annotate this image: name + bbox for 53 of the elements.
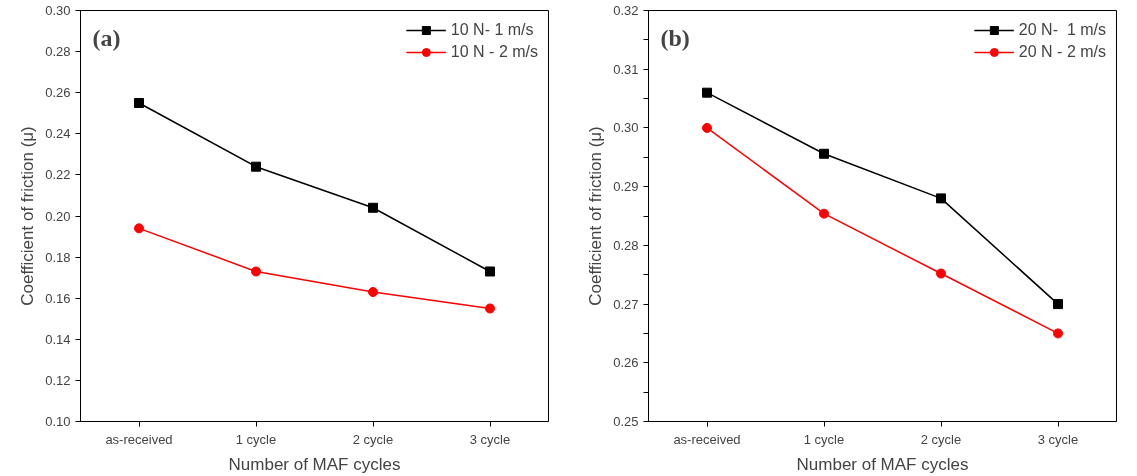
point: [134, 223, 144, 234]
x-tick-label: 3 cycle: [1037, 431, 1079, 447]
point: [702, 122, 712, 133]
y-tick-label: 0.28: [45, 44, 71, 60]
legend-label: 10 N - 2 m/s: [450, 43, 538, 61]
legend-label: 10 N- 1 m/s: [450, 21, 534, 39]
point: [1053, 299, 1063, 310]
legend-label: 20 N - 2 m/s: [1018, 43, 1106, 61]
x-tick-label: 3 cycle: [469, 431, 511, 447]
point: [485, 266, 495, 277]
y-tick-label: 0.25: [613, 414, 639, 429]
y-tick-label: 0.20: [45, 208, 71, 224]
point: [702, 87, 712, 98]
y-tick-label: 0.12: [45, 372, 71, 388]
y-tick-label: 0.29: [613, 179, 639, 195]
y-tick-label: 0.14: [45, 331, 71, 347]
y-axis-title: Coefficient of friction (μ): [586, 126, 606, 306]
point: [819, 148, 829, 159]
point: [819, 208, 829, 219]
point: [1053, 328, 1063, 339]
x-axis-title: Number of MAF cycles: [796, 454, 969, 474]
y-tick-label: 0.30: [613, 120, 639, 136]
y-tick-label: 0.10: [45, 414, 71, 429]
y-tick-label: 0.22: [45, 167, 71, 183]
y-tick-label: 0.27: [613, 296, 639, 312]
x-tick-label: 2 cycle: [920, 431, 962, 447]
point: [936, 268, 946, 279]
annotation: (a): [92, 24, 121, 51]
y-axis-title: Coefficient of friction (μ): [18, 126, 38, 306]
x-axis-title: Number of MAF cycles: [228, 454, 401, 474]
y-tick-label: 0.28: [613, 237, 639, 253]
y-tick-label: 0.24: [45, 126, 71, 142]
point: [936, 193, 946, 204]
y-tick-label: 0.16: [45, 290, 71, 306]
y-tick-label: 0.26: [45, 85, 71, 101]
y-tick-label: 0.18: [45, 249, 71, 265]
point: [368, 202, 378, 213]
x-tick-label: 1 cycle: [803, 431, 845, 447]
x-tick-label: 1 cycle: [235, 431, 277, 447]
legend-label: 20 N- 1 m/s: [1018, 21, 1106, 39]
y-tick-label: 0.26: [613, 355, 639, 371]
point: [485, 303, 495, 314]
y-tick-label: 0.30: [45, 3, 71, 18]
y-tick-label: 0.32: [613, 3, 639, 18]
x-tick-label: as-received: [105, 431, 173, 447]
point: [251, 266, 261, 277]
x-tick-label: as-received: [673, 431, 741, 447]
annotation: (b): [660, 24, 690, 51]
point: [134, 97, 144, 108]
point: [368, 287, 378, 298]
point: [251, 161, 261, 172]
y-tick-label: 0.31: [613, 61, 639, 77]
x-tick-label: 2 cycle: [352, 431, 394, 447]
